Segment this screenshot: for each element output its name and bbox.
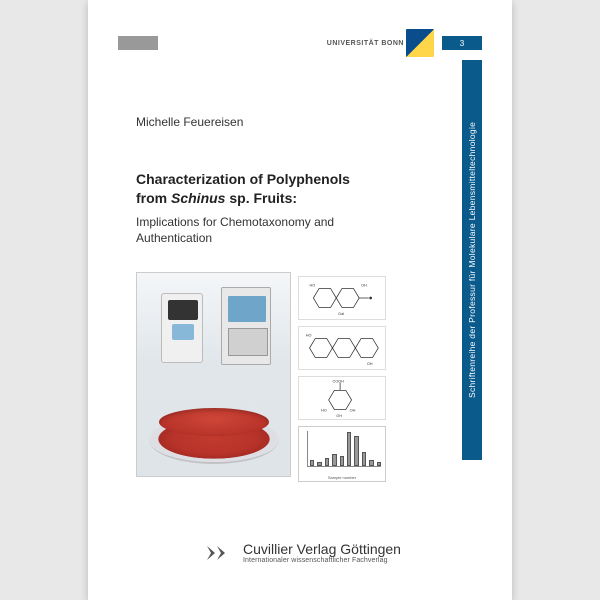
publisher-text: Cuvillier Verlag Göttingen International… (243, 541, 401, 564)
molecule-structure-2: HO OH (298, 326, 386, 370)
lab-photo (136, 272, 291, 477)
microscope-icon (161, 293, 203, 363)
molecule-structure-3: COOH HO OH OH (298, 376, 386, 420)
chart-bar (325, 458, 329, 466)
svg-text:COOH: COOH (332, 380, 344, 384)
series-spine: Schriftenreihe der Professur für Molekul… (462, 60, 482, 460)
author-name: Michelle Feuereisen (136, 115, 243, 129)
chart-bar (317, 462, 321, 466)
title-line2-italic: Schinus (171, 190, 225, 206)
svg-text:OH: OH (367, 362, 373, 366)
chart-bar (332, 454, 336, 466)
publisher-logo-icon (199, 542, 233, 564)
subtitle: Implications for Chemotaxonomy and Authe… (136, 214, 396, 246)
lab-equipment (155, 285, 275, 380)
petri-dish-icon (149, 416, 279, 464)
university-block: UNIVERSITÄT BONN (327, 29, 442, 57)
svg-text:OH: OH (350, 408, 356, 412)
figure-area: HO OH Gal HO OH COOH (136, 272, 386, 482)
title-block: Characterization of Polyphenols from Sch… (136, 170, 396, 246)
chart-bar (340, 456, 344, 466)
title-main: Characterization of Polyphenols from Sch… (136, 170, 396, 208)
title-line2-post: sp. Fruits: (225, 190, 297, 206)
molecule-stack: HO OH Gal HO OH COOH (298, 276, 386, 482)
book-cover: UNIVERSITÄT BONN 3 Schriftenreihe der Pr… (88, 0, 512, 600)
chart-bar (377, 462, 381, 466)
chart-xlabel: Sample number (299, 475, 385, 480)
university-label: UNIVERSITÄT BONN (327, 40, 404, 47)
volume-badge: 3 (442, 36, 482, 50)
title-line1: Characterization of Polyphenols (136, 171, 350, 187)
publisher-block: Cuvillier Verlag Göttingen International… (88, 541, 512, 564)
svg-text:HO: HO (310, 284, 316, 288)
svg-text:Gal: Gal (338, 312, 344, 316)
header-band: UNIVERSITÄT BONN 3 (88, 32, 512, 54)
svg-text:OH: OH (336, 414, 342, 418)
title-line2-pre: from (136, 190, 171, 206)
svg-text:HO: HO (321, 408, 327, 412)
lab-machine-icon (221, 287, 271, 365)
header-gray-box (118, 36, 158, 50)
chart-bar (310, 460, 314, 466)
molecule-structure-1: HO OH Gal (298, 276, 386, 320)
chart-bar (347, 432, 351, 466)
svg-text:HO: HO (306, 334, 312, 338)
chart-bars (307, 431, 381, 467)
chart-bar (369, 460, 373, 466)
bar-chart: Sample number (298, 426, 386, 482)
chart-bar (354, 436, 358, 466)
publisher-name: Cuvillier Verlag Göttingen (243, 541, 401, 557)
chart-bar (362, 452, 366, 466)
publisher-tagline: Internationaler wissenschaftlicher Fachv… (243, 557, 401, 564)
university-logo-icon (406, 29, 434, 57)
svg-text:OH: OH (361, 284, 367, 288)
